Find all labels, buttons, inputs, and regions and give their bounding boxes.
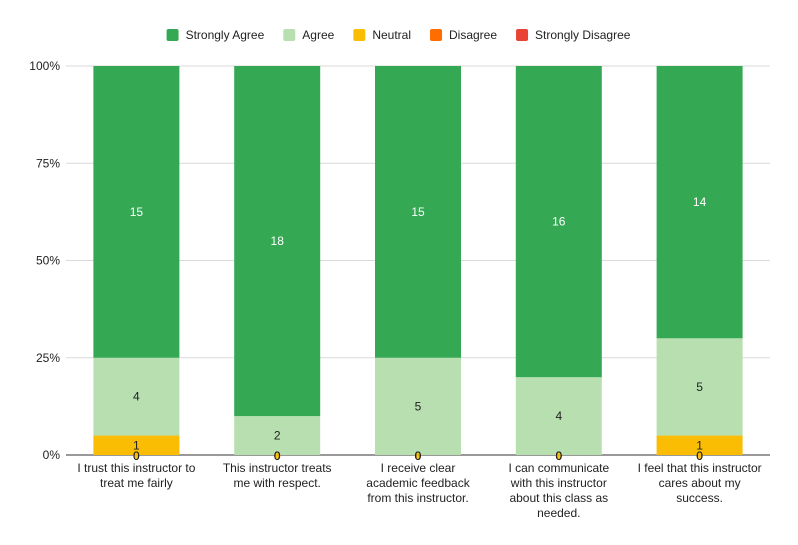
- legend-label: Strongly Agree: [186, 28, 265, 42]
- legend-swatch: [166, 29, 179, 41]
- data-label-disagree: 0: [415, 449, 422, 463]
- y-tick-label: 75%: [36, 156, 60, 170]
- bar-segment-agree: [656, 338, 743, 436]
- legend-swatch: [430, 29, 443, 41]
- data-label-neutral: 0: [415, 449, 422, 463]
- data-label-disagree: 0: [274, 449, 281, 463]
- y-tick-label: 100%: [29, 59, 60, 73]
- legend-label: Neutral: [372, 28, 411, 42]
- y-tick-label: 0%: [43, 448, 61, 462]
- data-label-neutral: 0: [555, 449, 562, 463]
- bar-segment-agree: [375, 357, 461, 455]
- data-label-neutral: 1: [133, 438, 140, 452]
- legend-swatch: [283, 29, 296, 41]
- zero-marker: [696, 452, 703, 460]
- bar-segment-agree: [515, 377, 602, 455]
- y-tick-label: 50%: [36, 254, 60, 268]
- data-label-neutral: 0: [274, 449, 281, 463]
- data-label-disagree: 0: [696, 449, 703, 463]
- bar-segment-agree: [234, 416, 321, 455]
- legend-item-disagree: Disagree: [430, 28, 497, 42]
- x-tick-label: This instructor treats me with respect.: [223, 461, 332, 490]
- data-label-agree: 4: [133, 390, 140, 404]
- data-label-strongly-disagree: 0: [415, 449, 422, 463]
- data-label-strongly-disagree: 0: [274, 449, 281, 463]
- data-label-strongly-agree: 18: [271, 234, 285, 248]
- data-label-strongly-agree: 15: [411, 205, 425, 219]
- data-label-strongly-agree: 16: [552, 215, 566, 229]
- bar-segment-neutral: [656, 435, 743, 455]
- data-label-disagree: 0: [133, 449, 140, 463]
- legend-item-strongly-agree: Strongly Agree: [166, 28, 265, 42]
- legend-label: Agree: [302, 28, 334, 42]
- zero-marker: [133, 452, 140, 460]
- data-label-strongly-disagree: 0: [696, 449, 703, 463]
- bar-segment-strongly-agree: [656, 66, 743, 339]
- zero-marker: [274, 452, 281, 460]
- legend: Strongly Agree Agree Neutral Disagree Strong…: [166, 28, 631, 42]
- bar-segment-strongly-agree: [234, 66, 321, 417]
- data-label-strongly-disagree: 0: [133, 449, 140, 463]
- x-tick-label: I can communicate with this instructor abo…: [508, 461, 609, 520]
- bar-segment-agree: [93, 357, 180, 436]
- legend-label: Strongly Disagree: [535, 28, 631, 42]
- data-label-strongly-agree: 14: [693, 195, 707, 209]
- data-label-strongly-disagree: 0: [555, 449, 562, 463]
- bar-segment-strongly-agree: [515, 66, 602, 378]
- legend-swatch: [353, 29, 366, 41]
- zero-marker: [555, 452, 562, 460]
- data-label-disagree: 0: [555, 449, 562, 463]
- legend-item-strongly-disagree: Strongly Disagree: [516, 28, 631, 42]
- legend-label: Disagree: [449, 28, 497, 42]
- bar-segment-strongly-agree: [375, 66, 461, 358]
- y-axis: 0% 25% 50% 75% 100%: [29, 59, 60, 462]
- data-label-agree: 2: [274, 429, 281, 443]
- bar-segment-neutral: [93, 435, 180, 455]
- legend-item-agree: Agree: [283, 28, 335, 42]
- x-tick-label: I feel that this instructor cares about m…: [638, 461, 762, 505]
- data-label-agree: 5: [415, 399, 422, 413]
- bar-segment-strongly-agree: [93, 66, 180, 358]
- data-label-agree: 5: [696, 380, 703, 394]
- x-tick-label: I receive clear academic feedback from thi…: [366, 461, 470, 505]
- data-label-agree: 4: [555, 409, 562, 423]
- legend-swatch: [516, 29, 529, 41]
- data-label-strongly-agree: 15: [130, 205, 144, 219]
- legend-item-neutral: Neutral: [353, 28, 411, 42]
- x-axis: I trust this instructor to treat me fairl…: [77, 461, 761, 520]
- zero-marker: [414, 452, 422, 460]
- y-tick-label: 25%: [36, 351, 60, 365]
- x-tick-label: I trust this instructor to treat me fairl…: [77, 461, 195, 490]
- data-label-neutral: 1: [696, 438, 703, 452]
